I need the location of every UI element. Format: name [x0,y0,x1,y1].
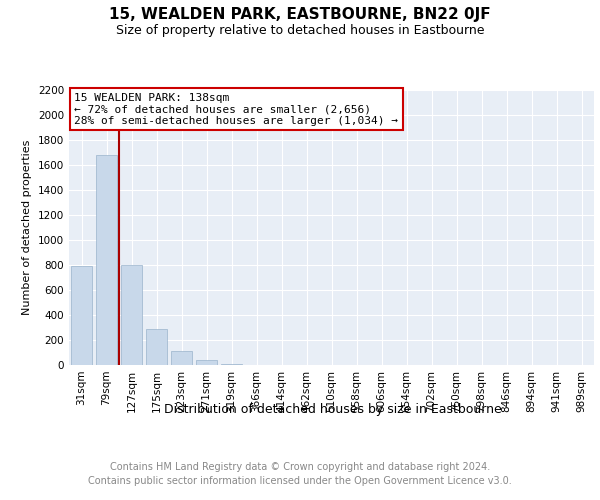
Text: Size of property relative to detached houses in Eastbourne: Size of property relative to detached ho… [116,24,484,37]
Text: Contains public sector information licensed under the Open Government Licence v3: Contains public sector information licen… [88,476,512,486]
Bar [121,265,142,365]
Bar [246,364,267,365]
Text: Distribution of detached houses by size in Eastbourne: Distribution of detached houses by size … [164,402,502,415]
Y-axis label: Number of detached properties: Number of detached properties [22,140,32,315]
Bar [196,360,217,365]
Bar [221,364,242,365]
Bar [71,266,92,365]
Bar [146,329,167,365]
Text: 15 WEALDEN PARK: 138sqm
← 72% of detached houses are smaller (2,656)
28% of semi: 15 WEALDEN PARK: 138sqm ← 72% of detache… [74,92,398,126]
Text: Contains HM Land Registry data © Crown copyright and database right 2024.: Contains HM Land Registry data © Crown c… [110,462,490,472]
Text: 15, WEALDEN PARK, EASTBOURNE, BN22 0JF: 15, WEALDEN PARK, EASTBOURNE, BN22 0JF [109,8,491,22]
Bar [96,155,117,365]
Bar [171,351,192,365]
